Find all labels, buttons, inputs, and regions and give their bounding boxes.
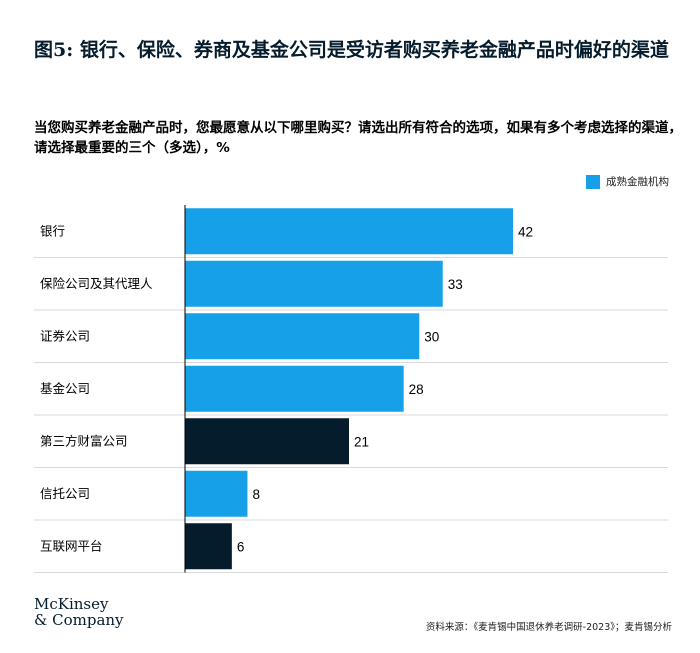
bar: [185, 365, 404, 412]
chart-title: 图5: 银行、保险、券商及基金公司是受访者购买养老金融产品时偏好的渠道: [34, 39, 669, 61]
bar: [185, 523, 232, 570]
value-label: 8: [252, 487, 260, 502]
category-label: 互联网平台: [40, 538, 103, 553]
value-label: 42: [518, 224, 533, 239]
value-label: 21: [354, 434, 369, 449]
source-note: 资料来源：《麦肯锡中国退休养老调研-2023》；麦肯锡分析: [425, 622, 672, 633]
category-label: 信托公司: [40, 486, 90, 501]
logo-line-2: & Company: [34, 611, 124, 629]
category-label: 证券公司: [40, 328, 90, 343]
bar: [185, 260, 443, 307]
legend-label-mature: 成熟金融机构: [606, 176, 669, 188]
category-label: 基金公司: [40, 381, 90, 396]
value-label: 28: [409, 382, 424, 397]
value-label: 30: [424, 329, 439, 344]
bar: [185, 208, 513, 255]
legend-swatch-mature: [586, 174, 600, 189]
legend: 成熟金融机构: [586, 174, 669, 189]
category-label: 第三方财富公司: [40, 433, 128, 448]
bar: [185, 418, 349, 465]
logo-line-1: McKinsey: [34, 595, 109, 613]
category-label: 保险公司及其代理人: [40, 276, 153, 291]
value-label: 33: [448, 277, 463, 292]
chart-subtitle: 当您购买养老金融产品时，您最愿意从以下哪里购买？请选出所有符合的选项，如果有多个…: [34, 120, 682, 156]
bar: [185, 313, 420, 360]
mckinsey-logo: McKinsey & Company: [34, 596, 124, 628]
bar: [185, 470, 248, 517]
value-label: 6: [237, 539, 245, 554]
category-label: 银行: [40, 223, 65, 238]
